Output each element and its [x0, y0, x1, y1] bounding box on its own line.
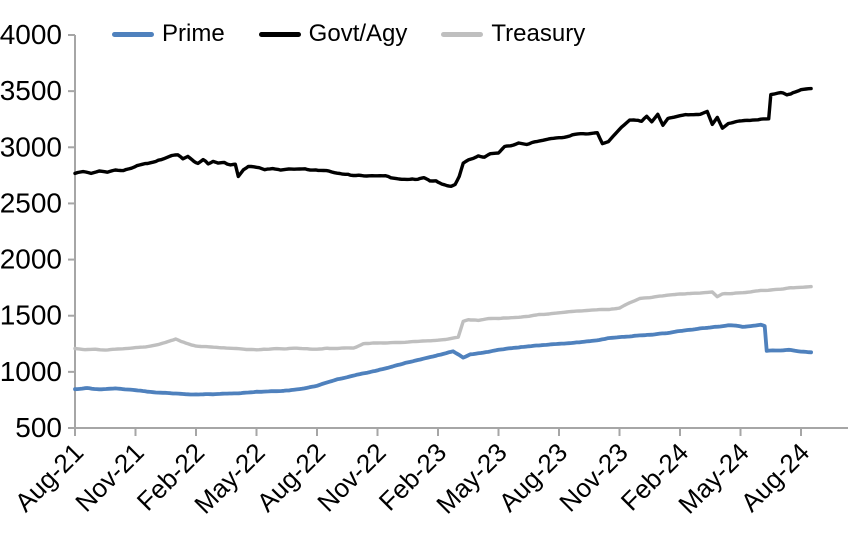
axis-lines [74, 35, 848, 429]
x-axis-label: Nov-22 [311, 437, 391, 517]
y-axis-label: 4000 [0, 19, 62, 50]
y-axis-label: 500 [15, 412, 62, 443]
x-axis-label: Aug-24 [735, 437, 815, 517]
y-axis-label: 3500 [0, 75, 62, 106]
y-axis-label: 2000 [0, 244, 62, 275]
series-line-treasury [73, 284, 813, 352]
govt-agy-line-swatch [258, 31, 301, 37]
series-line-prime [73, 322, 813, 397]
legend-label-prime: Prime [162, 20, 225, 47]
y-axis-label: 2500 [0, 187, 62, 218]
legend-label-treasury: Treasury [491, 20, 586, 47]
prime-line-swatch [112, 31, 154, 37]
x-axis-label: Nov-23 [553, 437, 633, 517]
y-axis-label: 1000 [0, 356, 62, 387]
legend-item-prime: Prime [112, 20, 225, 48]
y-axis-label: 3000 [0, 131, 62, 162]
legend-label-govt-agy: Govt/Agy [308, 20, 408, 47]
series-line-govt-agy [73, 86, 813, 189]
treasury-line-swatch [441, 31, 484, 37]
y-axis-label: 1500 [0, 300, 62, 331]
x-axis-label: Nov-21 [69, 437, 149, 517]
legend-item-govt-agy: Govt/Agy [258, 20, 408, 48]
chart-legend: Prime Govt/Agy Treasury [112, 20, 585, 48]
legend-item-treasury: Treasury [441, 20, 585, 48]
